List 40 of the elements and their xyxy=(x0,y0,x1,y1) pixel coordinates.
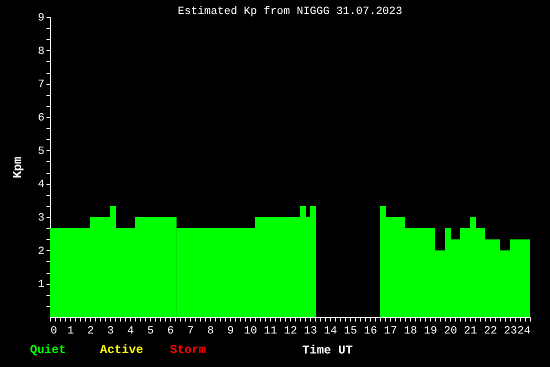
y-tick-label: 6 xyxy=(38,112,44,124)
x-axis-title: Time UT xyxy=(302,344,353,358)
y-tick-label: 1 xyxy=(38,279,45,292)
x-tick-label: 14 xyxy=(324,326,338,338)
x-tick-label: 12 xyxy=(284,326,298,338)
x-tick-label: 4 xyxy=(127,326,134,338)
y-tick-label: 8 xyxy=(38,46,44,58)
x-tick-label: 5 xyxy=(147,326,154,338)
text: Active xyxy=(100,343,144,357)
x-tick-label: 19 xyxy=(424,326,438,338)
y-tick-label: 2 xyxy=(38,246,44,258)
y-tick-label: 4 xyxy=(38,179,45,192)
x-tick-label: 10 xyxy=(244,326,258,338)
y-axis-title: Kpm xyxy=(10,156,25,178)
x-tick-label: 7 xyxy=(187,326,194,338)
x-tick-label: 6 xyxy=(167,326,174,338)
x-tick-label: 24 xyxy=(517,326,531,338)
x-tick-label: 3 xyxy=(107,326,114,338)
y-tick-label: 5 xyxy=(38,146,44,158)
x-tick-label: 22 xyxy=(484,326,498,338)
chart-title: Estimated Kp from NIGGG 31.07.2023 xyxy=(178,6,402,18)
x-tick-label: 21 xyxy=(464,326,478,338)
x-tick-label: 2 xyxy=(87,326,94,338)
x-tick-label: 17 xyxy=(384,326,398,338)
x-tick-label: 16 xyxy=(364,326,378,338)
x-tick-label: 11 xyxy=(264,326,278,338)
x-tick-label: 15 xyxy=(344,326,358,338)
x-tick-label: 23 xyxy=(504,326,518,338)
x-tick-label: 0 xyxy=(50,326,58,338)
x-tick-label: 20 xyxy=(444,326,458,338)
text: Quiet xyxy=(30,343,66,357)
x-tick-label: 9 xyxy=(227,326,234,338)
text: Storm xyxy=(170,343,206,357)
y-tick-label: 3 xyxy=(38,212,44,224)
x-tick-label: 8 xyxy=(207,326,214,338)
x-tick-label: 18 xyxy=(404,326,418,338)
y-tick-label: 7 xyxy=(38,79,44,92)
x-tick-label: 13 xyxy=(304,326,318,338)
y-tick-label: 9 xyxy=(38,12,44,24)
x-tick-label: 1 xyxy=(67,326,74,338)
